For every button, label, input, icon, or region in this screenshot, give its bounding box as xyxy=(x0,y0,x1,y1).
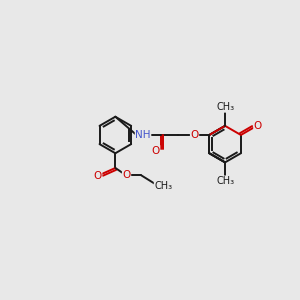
Text: CH₃: CH₃ xyxy=(217,176,235,186)
Text: O: O xyxy=(190,130,199,140)
Text: O: O xyxy=(254,121,262,131)
Text: O: O xyxy=(94,171,102,181)
Text: O: O xyxy=(152,146,160,156)
Text: CH₃: CH₃ xyxy=(216,102,234,112)
Text: O: O xyxy=(122,170,131,180)
Text: CH₃: CH₃ xyxy=(154,181,172,191)
Text: NH: NH xyxy=(135,130,151,140)
